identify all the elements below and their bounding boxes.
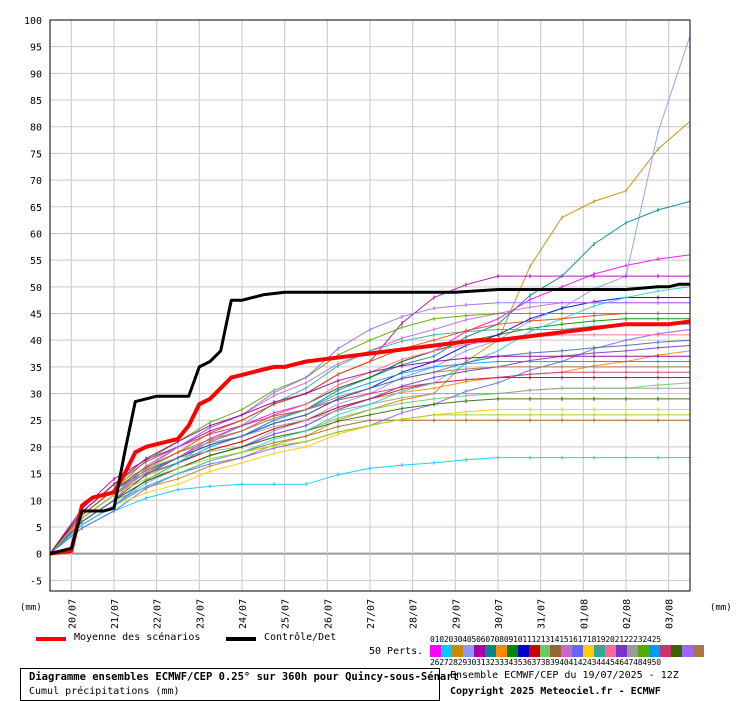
pert-swatch: [528, 645, 540, 657]
chart-title: Diagramme ensembles ECMWF/CEP 0.25° sur …: [29, 671, 459, 683]
y-tick-label: 80: [30, 123, 42, 134]
pert-swatch: [594, 645, 606, 657]
pert-swatch: [550, 645, 562, 657]
y-tick-label: 5: [36, 523, 42, 534]
y-tick-label: 25: [30, 416, 42, 427]
y-tick-label: 20: [30, 443, 42, 454]
x-tick-label: 22/07: [153, 599, 164, 629]
y-tick-label: 35: [30, 363, 42, 374]
x-tick-label: 20/07: [67, 599, 78, 629]
x-tick-label: 30/07: [494, 599, 505, 629]
x-tick-label: 29/07: [451, 599, 462, 629]
ensemble-members: [49, 34, 691, 556]
mean-series-line: [49, 319, 691, 556]
pert-swatch: [670, 645, 682, 657]
axes: -5 0 5 10 15 20 25 30 35 40 45 50 55 60 65 70 75 80 85 90 95…: [24, 16, 691, 629]
perts-legend-label: 50 Perts.: [369, 646, 424, 657]
pert-swatch: [649, 645, 661, 657]
x-tick-label: 23/07: [195, 599, 206, 629]
x-tick-label: 31/07: [537, 599, 548, 629]
y-tick-label: 30: [30, 390, 42, 401]
mean-legend-label: Moyenne des scénarios: [74, 632, 201, 643]
x-tick-label: 26/07: [323, 599, 334, 629]
plot-frame: [49, 19, 691, 592]
y-axis-unit-left: (mm): [20, 603, 42, 613]
y-tick-label: 100: [24, 16, 42, 27]
y-tick-label: 75: [30, 149, 42, 160]
y-tick-label: 85: [30, 96, 42, 107]
pert-swatch: [451, 645, 463, 657]
pert-swatch: [484, 645, 496, 657]
y-tick-label: 10: [30, 496, 42, 507]
pert-swatch: [495, 645, 507, 657]
control-legend-label: Contrôle/Det: [264, 632, 337, 643]
chart-subtitle: Cumul précipitations (mm): [29, 686, 180, 697]
x-tick-label: 25/07: [281, 599, 292, 629]
y-tick-label: 55: [30, 256, 42, 267]
pert-swatch: [616, 645, 628, 657]
perts-numbers-bottom: 2627282930313233343536373839404142434445…: [430, 658, 661, 667]
x-tick-label: 03/08: [665, 599, 676, 629]
pert-swatch: [561, 645, 573, 657]
pert-swatch: [473, 645, 485, 657]
y-tick-label: 0: [36, 550, 42, 561]
y-tick-label: 15: [30, 470, 42, 481]
y-tick-label: 70: [30, 176, 42, 187]
y-tick-label: 50: [30, 283, 42, 294]
copyright: Copyright 2025 Meteociel.fr - ECMWF: [450, 686, 661, 697]
perts-color-grid: [430, 645, 704, 657]
x-tick-label: 28/07: [409, 599, 420, 629]
control-legend-swatch: [226, 637, 256, 641]
pert-swatch: [681, 645, 693, 657]
pert-swatch: [506, 645, 518, 657]
x-tick-label: 21/07: [110, 599, 121, 629]
y-tick-label: 65: [30, 203, 42, 214]
run-info: Ensemble ECMWF/CEP du 19/07/2025 - 12Z: [450, 670, 679, 681]
pert-swatch: [572, 645, 584, 657]
y-tick-label: 90: [30, 69, 42, 80]
pert-swatch: [583, 645, 595, 657]
pert-swatch: [517, 645, 529, 657]
pert-swatch: [539, 645, 551, 657]
pert-swatch: [660, 645, 671, 657]
mean-legend-swatch: [36, 637, 66, 641]
title-box: Diagramme ensembles ECMWF/CEP 0.25° sur …: [20, 668, 459, 701]
y-tick-label: 40: [30, 336, 42, 347]
pert-swatch: [638, 645, 650, 657]
grid-lines: [50, 19, 690, 591]
control-series-line: [49, 282, 690, 556]
x-tick-label: 02/08: [622, 599, 633, 629]
y-tick-label: -5: [30, 576, 42, 587]
perts-numbers-top: 0102030405060708091011121314151617181920…: [430, 635, 661, 644]
main-series: [49, 282, 691, 556]
y-tick-label: 60: [30, 229, 42, 240]
y-tick-label: 95: [30, 43, 42, 54]
x-tick-label: 24/07: [238, 599, 249, 629]
pert-swatch: [627, 645, 639, 657]
x-tick-label: 27/07: [366, 599, 377, 629]
pert-swatch: [440, 645, 452, 657]
pert-swatch: [605, 645, 617, 657]
pert-swatch: [430, 645, 441, 657]
y-tick-label: 45: [30, 310, 42, 321]
x-tick-label: 01/08: [579, 599, 590, 629]
y-axis-unit-right: (mm): [710, 603, 732, 613]
pert-swatch: [462, 645, 474, 657]
pert-swatch: [692, 645, 704, 657]
